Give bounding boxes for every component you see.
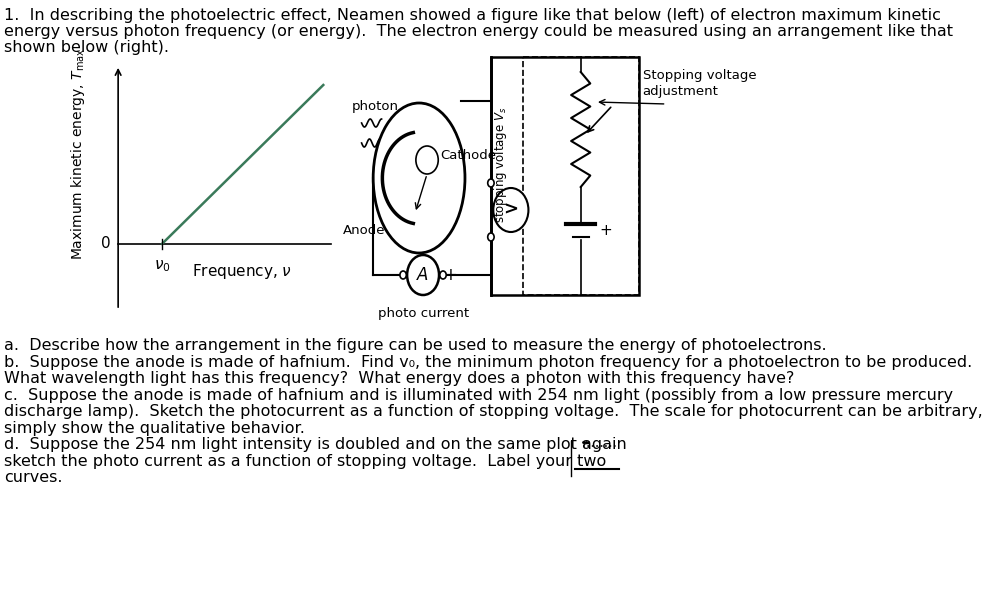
Text: −: − xyxy=(387,266,400,284)
Text: 1.  In describing the photoelectric effect, Neamen showed a figure like that bel: 1. In describing the photoelectric effec… xyxy=(4,8,941,23)
Text: +: + xyxy=(600,223,613,237)
Text: Anode: Anode xyxy=(343,224,385,236)
Text: c.  Suppose the anode is made of hafnium and is illuminated with 254 nm light (p: c. Suppose the anode is made of hafnium … xyxy=(4,388,953,403)
Circle shape xyxy=(488,233,494,241)
Text: 0: 0 xyxy=(101,236,110,252)
Text: $\nu_0$: $\nu_0$ xyxy=(154,258,170,274)
Circle shape xyxy=(440,271,447,279)
Text: Stopping voltage: Stopping voltage xyxy=(643,69,757,82)
Text: stopping voltage $V_s$: stopping voltage $V_s$ xyxy=(492,107,509,223)
Text: A: A xyxy=(417,266,429,284)
Text: +: + xyxy=(443,266,457,284)
Text: b.  Suppose the anode is made of hafnium.  Find v₀, the minimum photon frequency: b. Suppose the anode is made of hafnium.… xyxy=(4,355,972,369)
Text: Maximum kinetic energy, $T_{\mathrm{max}}$: Maximum kinetic energy, $T_{\mathrm{max}… xyxy=(69,49,88,260)
Text: simply show the qualitative behavior.: simply show the qualitative behavior. xyxy=(4,420,305,436)
Bar xyxy=(523,57,639,295)
Text: photon: photon xyxy=(352,99,398,112)
Text: d.  Suppose the 254 nm light intensity is doubled and on the same plot again: d. Suppose the 254 nm light intensity is… xyxy=(4,437,627,452)
Ellipse shape xyxy=(373,103,465,253)
Circle shape xyxy=(415,146,439,174)
Text: adjustment: adjustment xyxy=(643,85,718,98)
Text: shown below (right).: shown below (right). xyxy=(4,40,169,55)
Text: Frequency, $\nu$: Frequency, $\nu$ xyxy=(192,262,292,281)
Text: sketch the photo current as a function of stopping voltage.  Label your two: sketch the photo current as a function o… xyxy=(4,453,607,468)
Text: What wavelength light has this frequency?  What energy does a photon with this f: What wavelength light has this frequency… xyxy=(4,371,795,386)
Text: energy versus photon frequency (or energy).  The electron energy could be measur: energy versus photon frequency (or energ… xyxy=(4,24,953,39)
Circle shape xyxy=(400,271,406,279)
Circle shape xyxy=(493,188,528,232)
Circle shape xyxy=(488,179,494,187)
Text: curves.: curves. xyxy=(4,470,62,485)
Text: a.  Describe how the arrangement in the figure can be used to measure the energy: a. Describe how the arrangement in the f… xyxy=(4,338,827,353)
Text: Cathode: Cathode xyxy=(440,149,496,162)
Text: >: > xyxy=(503,201,518,219)
Text: photo current: photo current xyxy=(377,307,469,320)
Bar xyxy=(491,57,639,295)
Circle shape xyxy=(407,255,439,295)
Text: discharge lamp).  Sketch the photocurrent as a function of stopping voltage.  Th: discharge lamp). Sketch the photocurrent… xyxy=(4,404,983,419)
